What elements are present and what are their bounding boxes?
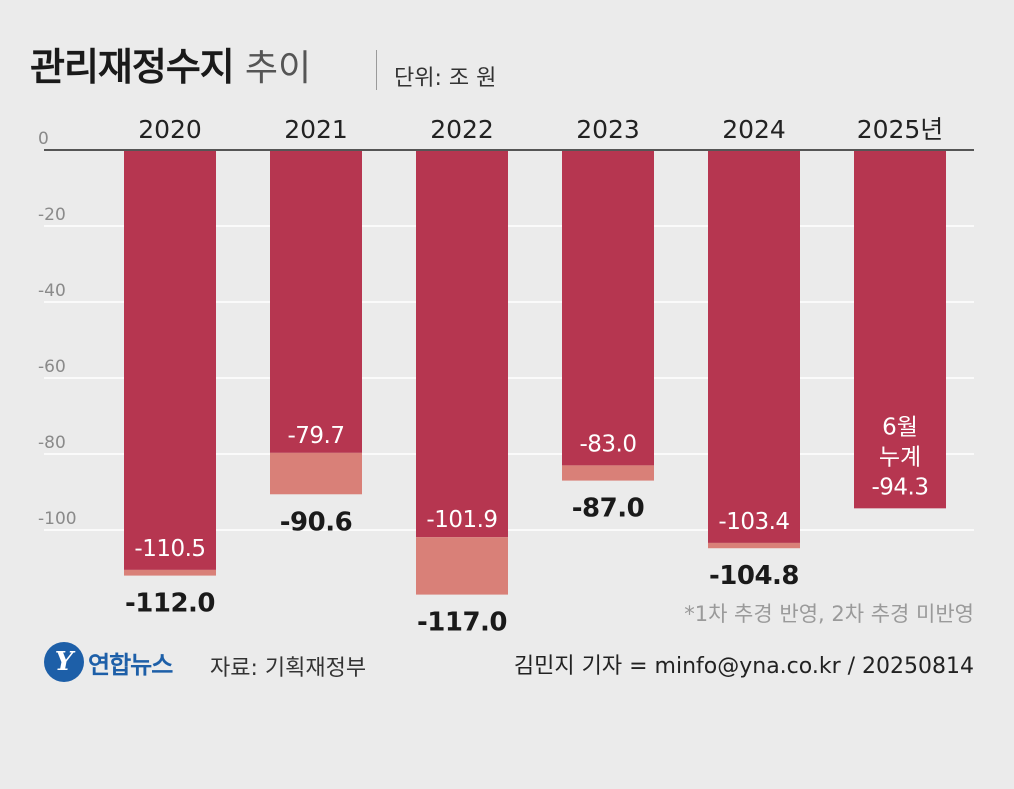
data-label-base: -94.3 — [871, 474, 928, 500]
title-divider — [376, 50, 377, 90]
title-main: 관리재정수지 — [30, 45, 235, 89]
y-tick-label: -60 — [38, 357, 66, 377]
bar-extra — [416, 537, 508, 595]
data-label-base: -103.4 — [718, 509, 789, 535]
data-label-total: -112.0 — [125, 589, 215, 619]
bar-base — [416, 150, 508, 538]
x-tick-label: 2025년 — [857, 115, 944, 144]
data-label-total: -104.8 — [709, 561, 799, 591]
annotation-label: 누계 — [879, 444, 921, 470]
bar-base — [124, 150, 216, 570]
bar-extra — [708, 542, 800, 549]
unit-label: 단위: 조 원 — [394, 66, 497, 91]
x-tick-label: 2024 — [722, 115, 786, 144]
footnote: *1차 추경 반영, 2차 추경 미반영 — [684, 602, 974, 626]
annotation-label: 6월 — [882, 414, 918, 440]
y-tick-label: 0 — [38, 129, 49, 149]
x-tick-label: 2022 — [430, 115, 494, 144]
bar-base — [854, 150, 946, 509]
bar-base — [562, 150, 654, 466]
y-tick-label: -40 — [38, 281, 66, 301]
data-label-base: -110.5 — [134, 536, 205, 562]
yonhap-logo: Y 연합뉴스 — [44, 642, 173, 682]
data-label-total: -87.0 — [572, 494, 644, 524]
x-tick-label: 2023 — [576, 115, 640, 144]
data-label-base: -79.7 — [287, 423, 344, 449]
bar-extra — [562, 465, 654, 481]
bar-base — [270, 150, 362, 453]
chart-title: 관리재정수지 추이 — [30, 36, 311, 91]
yonhap-logo-icon: Y — [44, 642, 84, 682]
bar-base — [708, 150, 800, 543]
source-label: 자료: 기획재정부 — [210, 656, 367, 681]
logo-text: 연합뉴스 — [88, 650, 173, 679]
credit-line: 김민지 기자 = minfo@yna.co.kr / 20250814 — [513, 654, 974, 679]
data-label-total: -117.0 — [417, 608, 507, 638]
x-tick-label: 2021 — [284, 115, 348, 144]
x-tick-label: 2020 — [138, 115, 202, 144]
data-label-base: -83.0 — [579, 431, 636, 457]
data-label-base: -101.9 — [426, 507, 497, 533]
bar-extra — [124, 569, 216, 576]
y-tick-label: -80 — [38, 433, 66, 453]
title-sub: 추이 — [244, 48, 312, 89]
y-tick-label: -20 — [38, 205, 66, 225]
bar-extra — [270, 452, 362, 495]
data-label-total: -90.6 — [280, 507, 352, 537]
y-tick-label: -100 — [38, 509, 77, 529]
